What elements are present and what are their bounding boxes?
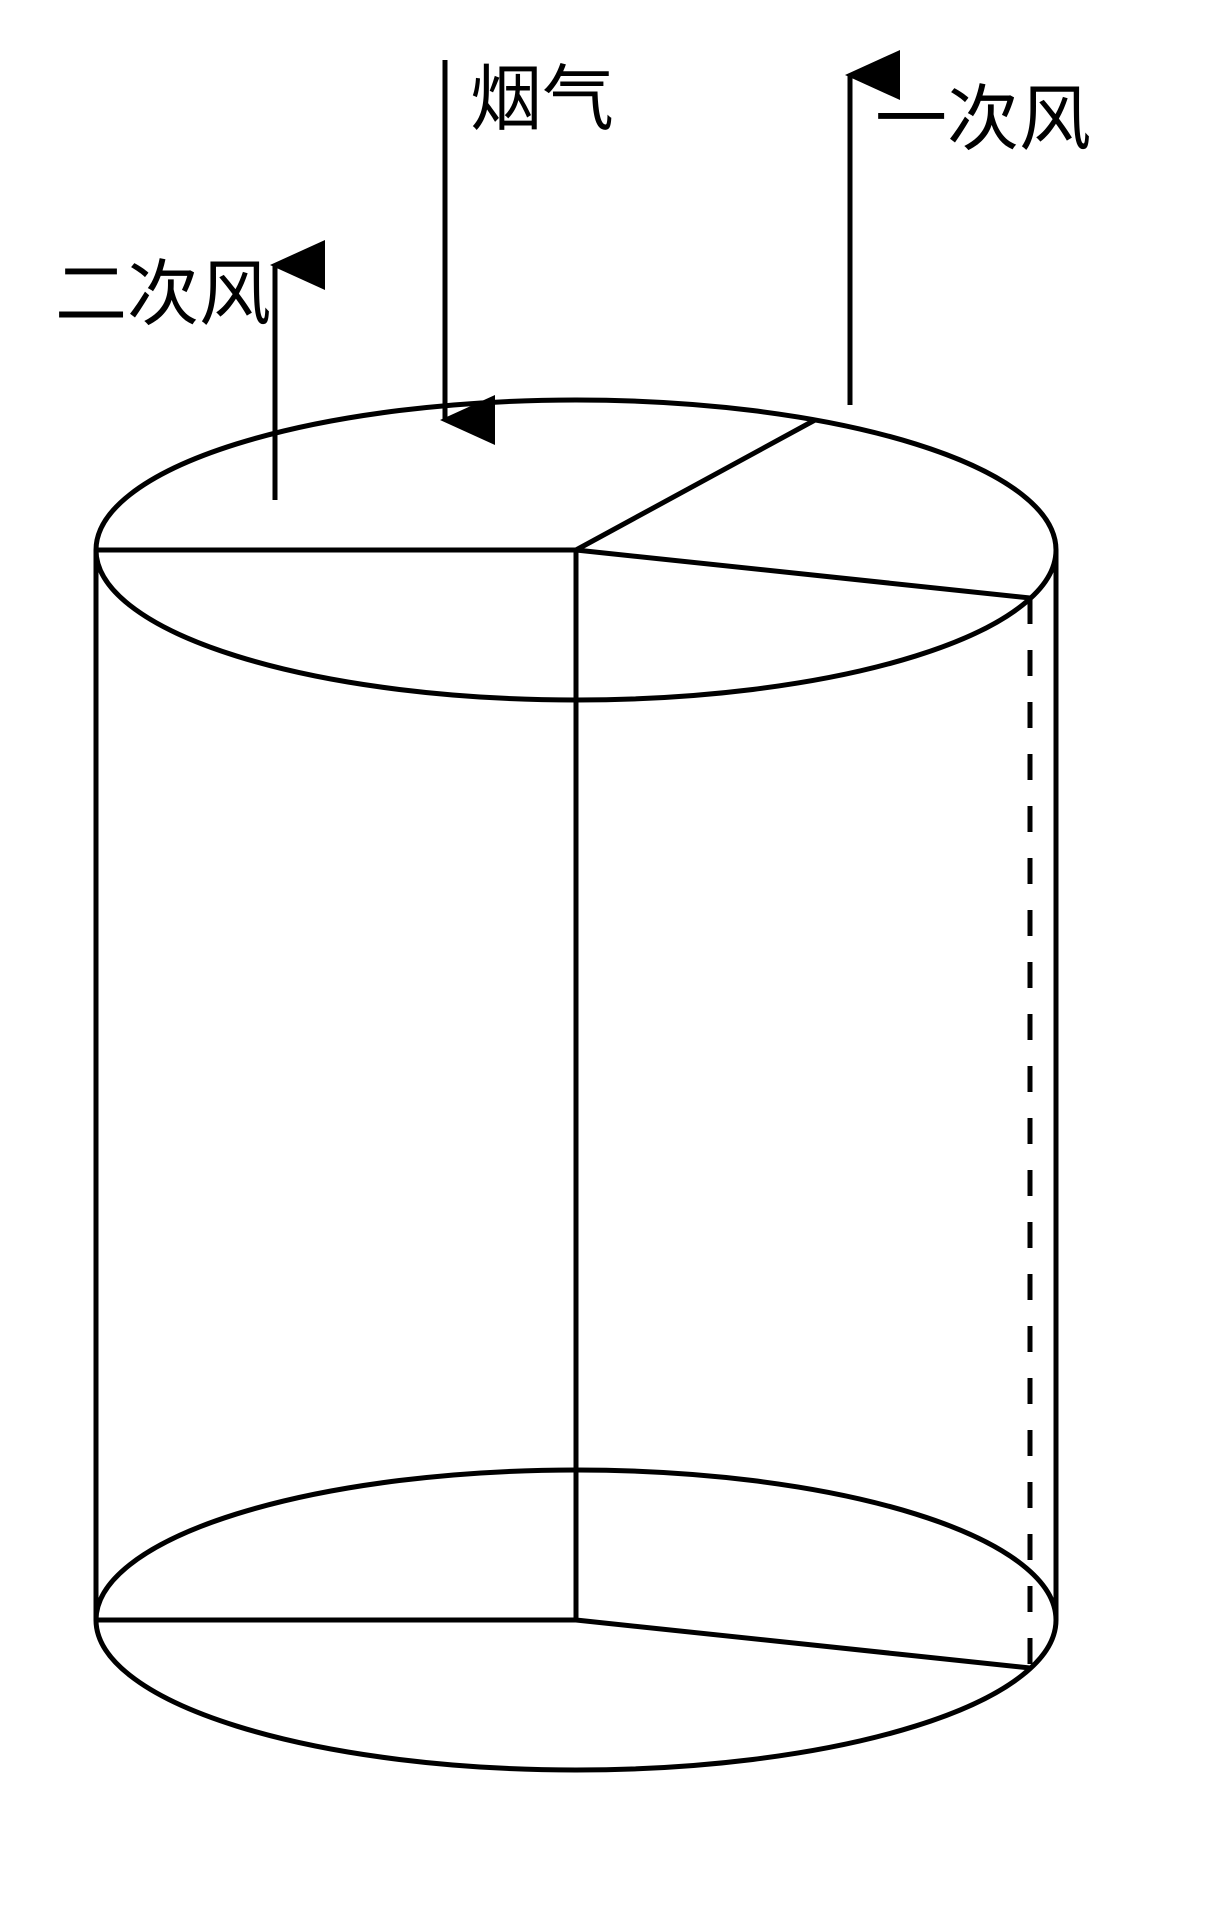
flue-gas-label: 烟气 (470, 40, 614, 145)
partition-top-right-lower (576, 550, 1030, 598)
partition-bottom-right-lower (576, 1620, 1030, 1668)
primary-air-label: 一次风 (875, 60, 1091, 165)
partition-top-right-upper (576, 420, 815, 550)
secondary-air-label: 二次风 (55, 235, 271, 340)
cylinder-partition-diagram: 烟气 一次风 二次风 (0, 0, 1232, 1920)
